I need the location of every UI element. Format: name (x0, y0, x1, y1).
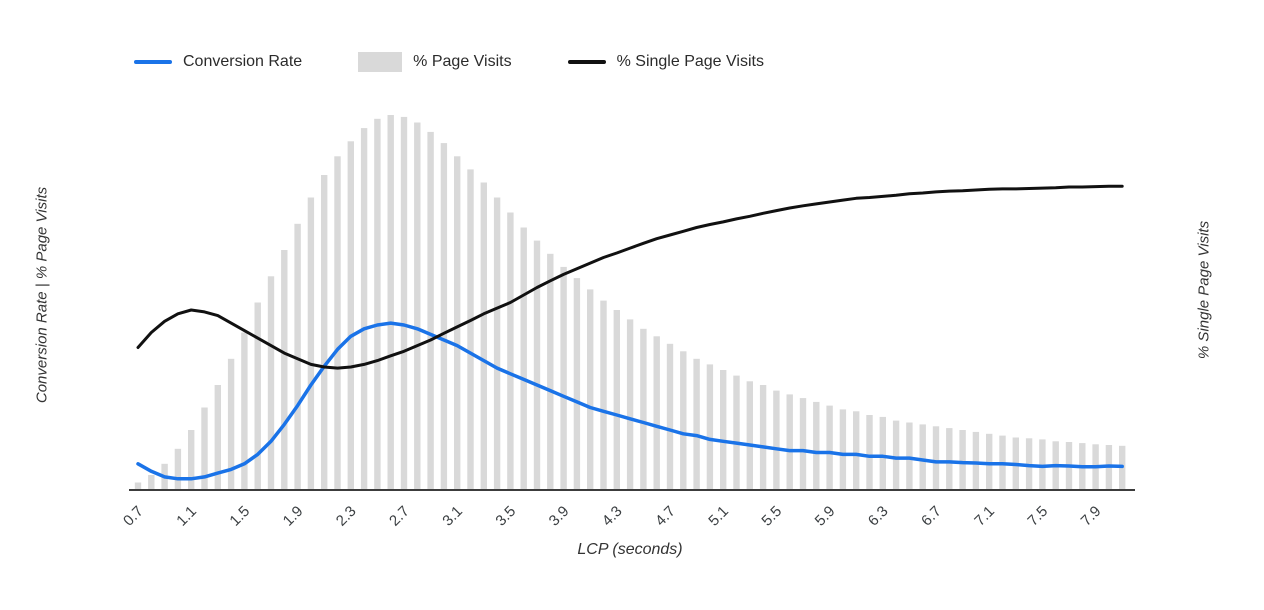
svg-text:3.1: 3.1 (439, 503, 466, 530)
svg-text:5.9: 5.9 (812, 503, 839, 530)
svg-text:5.5: 5.5 (758, 503, 785, 530)
svg-text:0.7: 0.7 (120, 503, 147, 530)
svg-text:7.1: 7.1 (971, 503, 998, 530)
conversion-rate-line-swatch (134, 60, 172, 64)
page-visits-bar-swatch (358, 52, 403, 72)
legend-item-conversion-rate[interactable]: Conversion Rate (134, 53, 302, 71)
svg-text:7.9: 7.9 (1078, 503, 1105, 530)
svg-text:4.7: 4.7 (652, 503, 679, 530)
svg-text:2.3: 2.3 (333, 503, 360, 530)
svg-text:5.1: 5.1 (705, 503, 732, 530)
x-axis-title: LCP (seconds) (577, 541, 683, 558)
single-page-visits-line-swatch (567, 60, 606, 64)
svg-text:1.1: 1.1 (173, 503, 200, 530)
svg-text:4.3: 4.3 (599, 503, 626, 530)
svg-text:6.3: 6.3 (865, 503, 892, 530)
svg-text:3.9: 3.9 (546, 503, 573, 530)
legend-item-single-page-visits[interactable]: % Single Page Visits (567, 53, 764, 71)
svg-text:2.7: 2.7 (386, 503, 413, 530)
legend: Conversion Rate % Page Visits % Single P… (134, 52, 764, 72)
legend-label-single-page-visits: % Single Page Visits (616, 53, 764, 70)
legend-label-conversion-rate: Conversion Rate (183, 53, 303, 70)
legend-label-page-visits: % Page Visits (413, 53, 512, 70)
svg-text:6.7: 6.7 (918, 503, 945, 530)
legend-item-page-visits[interactable]: % Page Visits (358, 52, 512, 72)
svg-text:3.5: 3.5 (492, 503, 519, 530)
svg-text:1.5: 1.5 (226, 503, 253, 530)
svg-text:1.9: 1.9 (280, 503, 307, 530)
svg-text:7.5: 7.5 (1024, 503, 1051, 530)
